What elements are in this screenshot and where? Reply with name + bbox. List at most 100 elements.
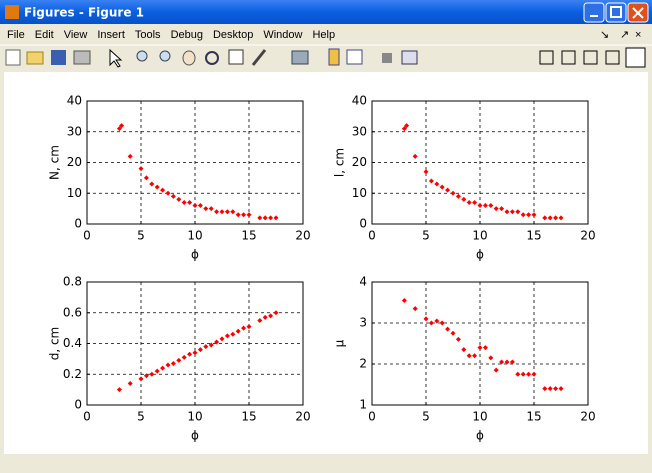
x-tick-label: 15 (526, 410, 541, 424)
show-tools-icon[interactable] (401, 50, 418, 65)
data-point (455, 336, 461, 342)
x-axis-label: ϕ (476, 248, 484, 262)
data-point (143, 175, 149, 181)
print-icon[interactable] (73, 50, 91, 65)
y-axis-label: N, cm (48, 145, 62, 180)
y-tick-label: 1 (359, 398, 367, 412)
menu-item[interactable]: Tools (135, 29, 161, 41)
y-tick-label: 30 (67, 124, 82, 138)
data-point (450, 190, 456, 196)
data-point (119, 123, 125, 129)
data-point (230, 331, 236, 337)
left-right-icon[interactable] (561, 50, 576, 65)
y-tick-label: 0.2 (63, 367, 82, 381)
data-point (509, 359, 515, 365)
data-point (466, 199, 472, 205)
y-axis-label: l, cm (333, 148, 347, 177)
minimize-button[interactable] (583, 2, 605, 23)
axes: 0 5 10 15 20 0 10 20 30 40 ϕ N, cm (48, 94, 311, 262)
data-point (224, 209, 230, 215)
menu-item[interactable]: Desktop (213, 29, 253, 41)
app-icon (5, 5, 19, 19)
data-point (439, 184, 445, 190)
data-point (493, 206, 499, 212)
data-point (428, 178, 434, 184)
menu-item[interactable]: Debug (171, 29, 203, 41)
new-icon[interactable] (5, 49, 21, 66)
data-point (499, 359, 505, 365)
data-point (192, 350, 198, 356)
data-point (203, 344, 209, 350)
data-point (257, 317, 263, 323)
link-icon[interactable] (291, 50, 309, 65)
data-point (165, 362, 171, 368)
hide-tools-icon[interactable] (382, 53, 392, 63)
data-point (187, 199, 193, 205)
y-tick-label: 4 (359, 275, 367, 289)
data-point (401, 297, 407, 303)
doc-close: × (635, 29, 641, 41)
zoom-in-icon[interactable] (136, 50, 148, 62)
rotate-icon[interactable] (205, 51, 219, 65)
data-point (547, 215, 553, 221)
pan-icon[interactable] (182, 50, 196, 66)
data-point (268, 313, 274, 319)
data-point (170, 360, 176, 366)
data-point (526, 212, 532, 218)
maximize-button[interactable] (605, 2, 627, 23)
data-point (461, 347, 467, 353)
x-tick-label: 10 (472, 229, 487, 243)
data-point (176, 357, 182, 363)
data-point (477, 203, 483, 209)
menu-item[interactable]: Window (263, 29, 302, 41)
colorbar-icon[interactable] (328, 48, 340, 66)
data-point (246, 324, 252, 330)
menu-item[interactable]: Help (312, 29, 335, 41)
data-point (472, 353, 478, 359)
legend-icon[interactable] (346, 49, 363, 65)
data-point (268, 215, 274, 221)
save-icon[interactable] (51, 50, 66, 65)
zoom-out-icon[interactable] (159, 50, 171, 62)
brush-icon[interactable] (251, 49, 267, 66)
data-point (149, 371, 155, 377)
y-tick-label: 40 (352, 94, 367, 108)
data-point (203, 206, 209, 212)
data-point (553, 215, 559, 221)
data-point (423, 169, 429, 175)
axes: 0 5 10 15 20 1 2 3 4 ϕ μ (333, 275, 596, 443)
menu-bar: File Edit View Insert Tools Debug Desktop Windo… (7, 29, 641, 41)
data-point (558, 386, 564, 392)
menu-item[interactable]: File (7, 29, 25, 41)
top-bottom-icon[interactable] (583, 50, 598, 65)
menu-item[interactable]: Edit (35, 29, 54, 41)
datacursor-icon[interactable] (228, 49, 244, 65)
data-point (138, 376, 144, 382)
x-tick-label: 20 (580, 410, 595, 424)
data-point (214, 209, 220, 215)
data-point (434, 181, 440, 187)
axes-box (371, 281, 589, 406)
float-icon[interactable] (605, 50, 620, 65)
data-point (401, 126, 407, 132)
x-tick-label: 5 (137, 410, 145, 424)
menu-item[interactable]: View (64, 29, 88, 41)
menu-item[interactable]: Insert (97, 29, 125, 41)
x-tick-label: 15 (526, 229, 541, 243)
x-tick-label: 0 (83, 229, 91, 243)
data-point (127, 380, 133, 386)
data-point (542, 386, 548, 392)
data-point (488, 355, 494, 361)
x-tick-label: 10 (187, 410, 202, 424)
data-point (466, 353, 472, 359)
data-point (176, 196, 182, 202)
data-point (542, 215, 548, 221)
y-tick-label: 30 (352, 124, 367, 138)
open-icon[interactable] (26, 51, 44, 65)
maximize-doc-icon[interactable] (625, 47, 646, 68)
pointer-icon[interactable] (109, 48, 123, 68)
tile-icon[interactable] (539, 50, 554, 65)
x-tick-label: 0 (368, 229, 376, 243)
data-point (273, 215, 279, 221)
